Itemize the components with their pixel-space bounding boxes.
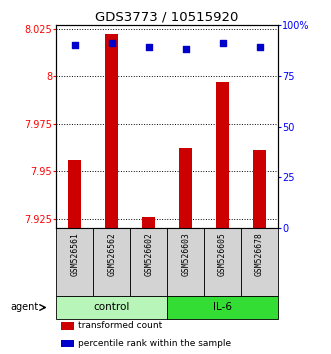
Point (109, 40, 115, 46)
Bar (130, 228, 167, 296)
Text: percentile rank within the sample: percentile rank within the sample (78, 339, 232, 348)
Text: GSM526603: GSM526603 (181, 232, 190, 276)
Point (183, 46, 188, 52)
Point (257, 44, 262, 50)
Text: GSM526605: GSM526605 (218, 232, 227, 276)
Bar (61, 340, 74, 347)
Bar (167, 296, 278, 319)
Text: IL-6: IL-6 (213, 302, 232, 313)
Bar (56, 296, 167, 319)
Bar (253, 150, 266, 228)
Text: GSM526561: GSM526561 (70, 232, 79, 276)
Bar (142, 217, 155, 228)
Bar (204, 228, 241, 296)
Bar (216, 82, 229, 228)
Bar (56, 228, 93, 296)
Bar (241, 228, 278, 296)
Point (72, 42, 77, 48)
Text: GSM526602: GSM526602 (144, 232, 153, 276)
Bar (179, 148, 192, 228)
Point (146, 44, 151, 50)
Text: transformed count: transformed count (78, 321, 163, 330)
Text: GSM526562: GSM526562 (107, 232, 116, 276)
Bar (105, 34, 118, 228)
Text: GSM526678: GSM526678 (255, 232, 264, 276)
Text: agent: agent (10, 302, 38, 313)
Bar (68, 160, 81, 228)
Bar (61, 322, 74, 330)
Title: GDS3773 / 10515920: GDS3773 / 10515920 (95, 11, 239, 24)
Bar (167, 228, 204, 296)
Bar (93, 228, 130, 296)
Point (220, 40, 225, 46)
Text: control: control (94, 302, 130, 313)
